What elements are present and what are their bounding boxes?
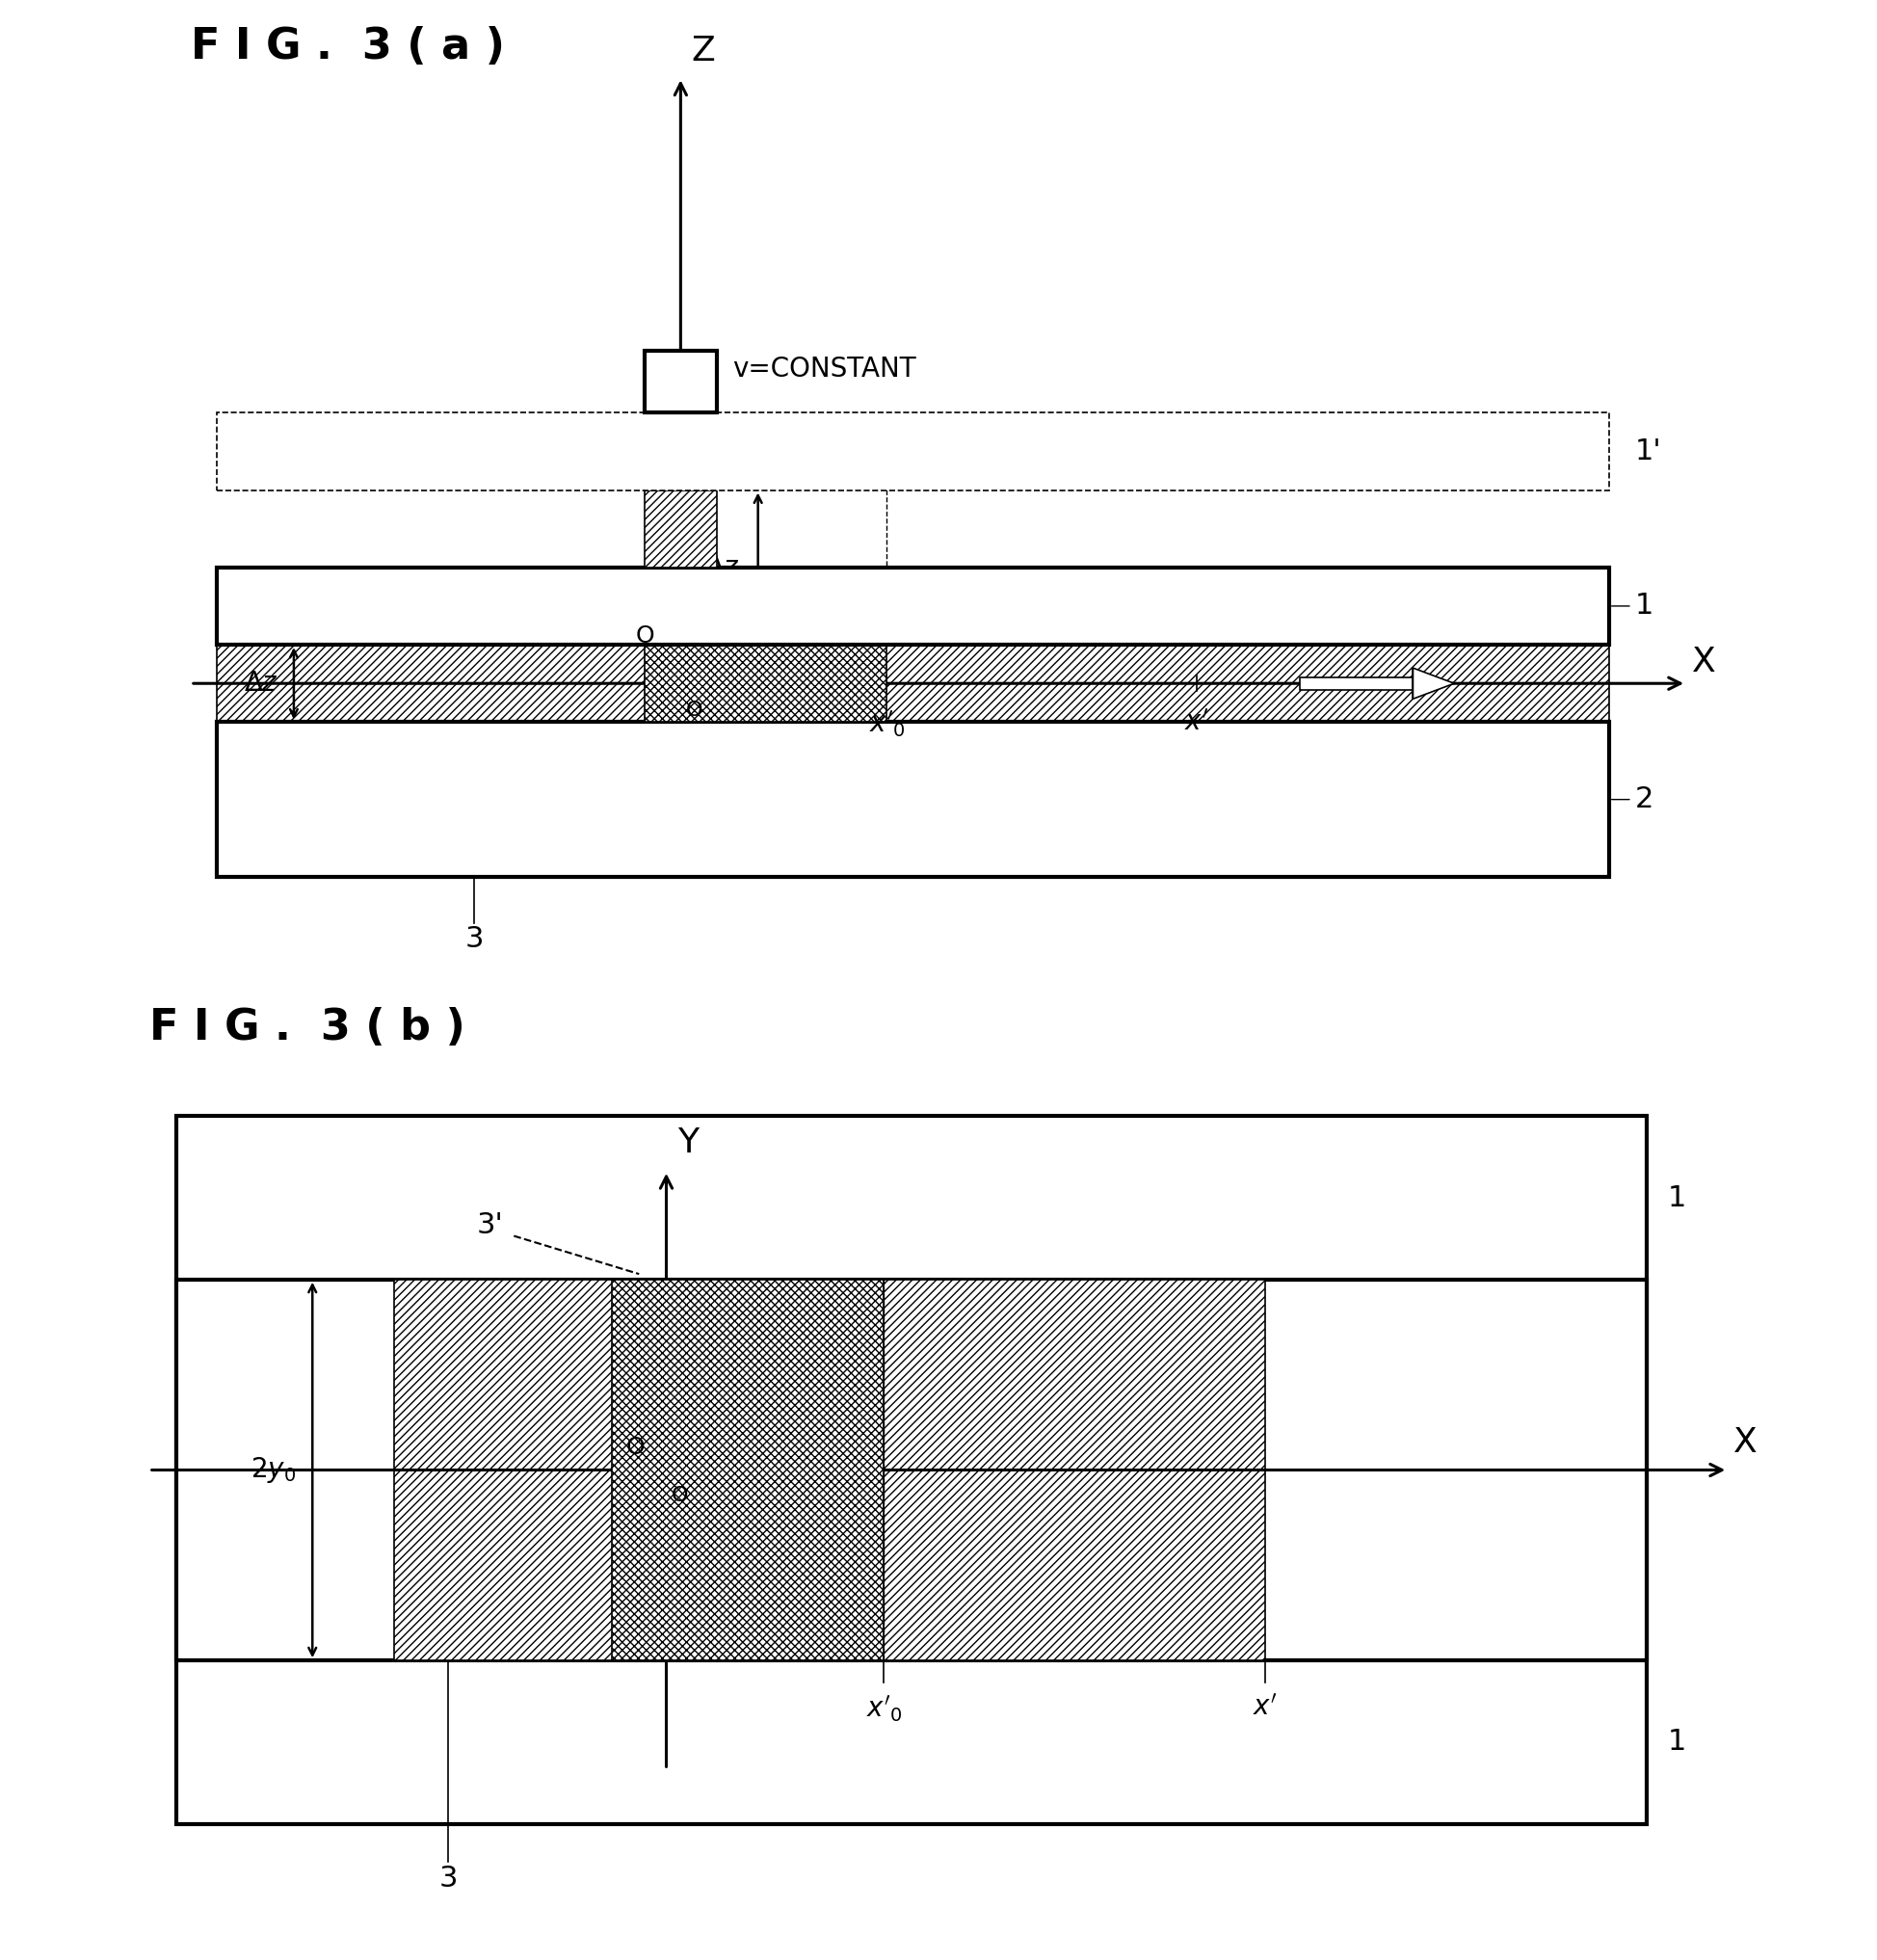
Text: $x'$: $x'$ xyxy=(1184,710,1209,737)
Text: O: O xyxy=(672,1486,689,1505)
Text: $\Delta z$: $\Delta z$ xyxy=(244,670,278,698)
Bar xyxy=(176,1280,1646,1660)
Bar xyxy=(216,721,1609,876)
Bar xyxy=(644,645,888,721)
Bar xyxy=(884,1280,1265,1660)
Bar xyxy=(644,351,717,414)
Text: $2y_0$: $2y_0$ xyxy=(252,1454,297,1486)
Bar xyxy=(216,566,1609,645)
Text: O: O xyxy=(636,623,655,647)
Polygon shape xyxy=(1413,668,1455,700)
Text: $\Delta z_0$: $\Delta z_0$ xyxy=(706,553,751,582)
Text: 3': 3' xyxy=(477,1211,503,1239)
Text: 1: 1 xyxy=(1612,592,1654,619)
Text: 1': 1' xyxy=(1635,437,1661,465)
Bar xyxy=(216,645,1609,721)
Bar xyxy=(216,414,1609,490)
Text: 1: 1 xyxy=(1669,1184,1687,1211)
Text: 3': 3' xyxy=(509,414,537,443)
Text: O: O xyxy=(685,700,702,719)
Bar xyxy=(644,490,717,566)
Text: O: O xyxy=(625,1437,644,1458)
Bar xyxy=(394,1280,884,1660)
Bar xyxy=(1299,676,1413,690)
Text: Y: Y xyxy=(678,1127,698,1160)
Text: F I G .  3 ( a ): F I G . 3 ( a ) xyxy=(191,25,505,67)
Text: X: X xyxy=(1732,1427,1757,1458)
Text: 1: 1 xyxy=(1669,1729,1687,1756)
Bar xyxy=(176,1115,1646,1825)
Text: $x'_0$: $x'_0$ xyxy=(865,1693,903,1723)
Text: 3: 3 xyxy=(439,1864,458,1891)
Bar xyxy=(612,1280,884,1660)
Text: $x'$: $x'$ xyxy=(1252,1693,1278,1721)
Text: F I G .  3 ( b ): F I G . 3 ( b ) xyxy=(148,1007,465,1049)
Text: Z: Z xyxy=(691,33,715,67)
Text: X: X xyxy=(1691,645,1716,678)
Text: $x'_0$: $x'_0$ xyxy=(869,710,905,739)
Text: 2: 2 xyxy=(1612,786,1654,813)
Text: 3: 3 xyxy=(465,925,484,953)
Text: v=CONSTANT: v=CONSTANT xyxy=(732,357,916,382)
